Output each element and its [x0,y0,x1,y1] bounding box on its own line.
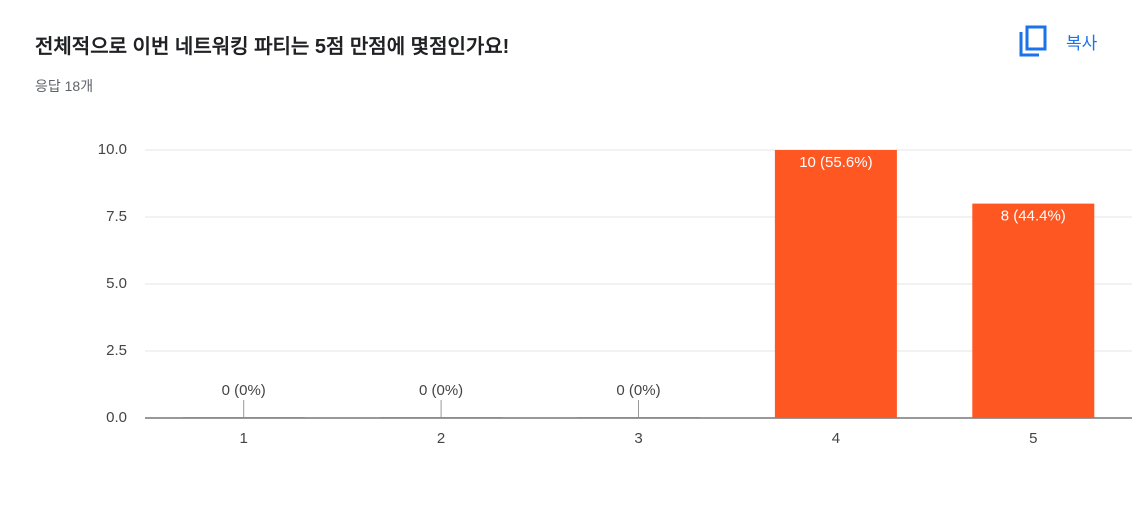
y-tick-label: 10.0 [98,141,127,158]
value-label: 0 (0%) [419,382,463,399]
x-tick-label: 1 [240,430,248,447]
x-tick-label: 2 [437,430,445,447]
title: 전체적으로 이번 네트워킹 파티는 5점 만점에 몇점인가요! [35,36,510,58]
x-tick-label: 5 [1029,430,1037,447]
bar [774,150,897,418]
bar [972,203,1095,418]
y-tick-label: 5.0 [106,275,127,292]
subtitle: 응답 18개 [35,78,94,94]
value-label: 10 (55.6%) [799,154,872,171]
y-tick-label: 0.0 [106,409,127,426]
zero-bar [577,417,700,418]
zero-bar [182,417,305,418]
zero-bar [380,417,503,418]
y-tick-label: 2.5 [106,342,127,359]
value-label: 0 (0%) [616,382,660,399]
x-tick-label: 3 [634,430,642,447]
copy-icon [1019,25,1047,57]
copy-button[interactable]: 복사 [1018,24,1097,58]
value-label: 8 (44.4%) [1001,208,1066,225]
y-tick-label: 7.5 [106,208,127,225]
value-label: 0 (0%) [222,382,266,399]
x-tick-label: 4 [832,430,840,447]
copy-label: 복사 [1066,33,1098,53]
